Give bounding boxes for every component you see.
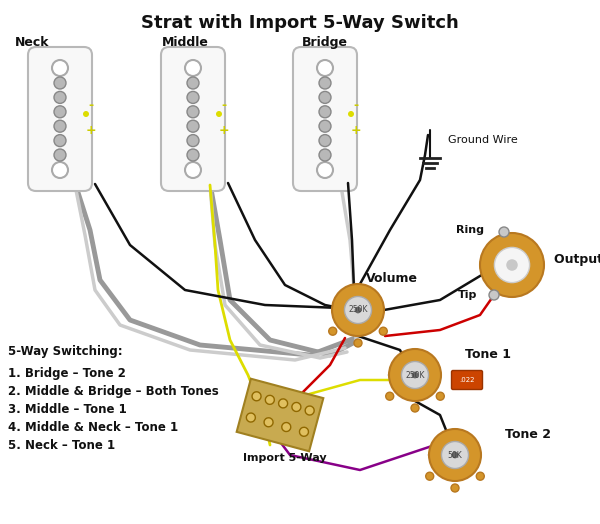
Text: Ring: Ring bbox=[456, 225, 484, 235]
Text: Output Jack: Output Jack bbox=[554, 254, 600, 267]
Circle shape bbox=[252, 392, 261, 401]
Text: +: + bbox=[86, 125, 97, 137]
Circle shape bbox=[292, 402, 301, 411]
Text: 2. Middle & Bridge – Both Tones: 2. Middle & Bridge – Both Tones bbox=[8, 385, 219, 398]
Text: Tone 2: Tone 2 bbox=[505, 429, 551, 442]
Circle shape bbox=[264, 418, 273, 427]
Circle shape bbox=[54, 149, 66, 161]
Circle shape bbox=[452, 452, 458, 458]
Circle shape bbox=[187, 149, 199, 161]
FancyBboxPatch shape bbox=[236, 379, 323, 451]
Circle shape bbox=[187, 135, 199, 147]
Text: Strat with Import 5-Way Switch: Strat with Import 5-Way Switch bbox=[141, 14, 459, 32]
Text: 50K: 50K bbox=[448, 451, 463, 460]
Circle shape bbox=[476, 472, 484, 480]
Circle shape bbox=[54, 135, 66, 147]
Circle shape bbox=[299, 427, 308, 436]
Circle shape bbox=[282, 422, 291, 432]
FancyBboxPatch shape bbox=[28, 47, 92, 191]
Circle shape bbox=[480, 233, 544, 297]
Circle shape bbox=[187, 120, 199, 132]
Circle shape bbox=[494, 247, 530, 282]
Circle shape bbox=[489, 290, 499, 300]
Circle shape bbox=[187, 106, 199, 118]
FancyBboxPatch shape bbox=[452, 370, 482, 389]
Text: 5-Way Switching:: 5-Way Switching: bbox=[8, 345, 122, 358]
Circle shape bbox=[319, 77, 331, 89]
FancyBboxPatch shape bbox=[203, 51, 225, 187]
Circle shape bbox=[429, 429, 481, 481]
Circle shape bbox=[319, 91, 331, 103]
Text: Bridge: Bridge bbox=[302, 36, 348, 49]
Circle shape bbox=[187, 91, 199, 103]
Circle shape bbox=[54, 77, 66, 89]
Circle shape bbox=[401, 362, 428, 388]
Circle shape bbox=[426, 472, 434, 480]
Circle shape bbox=[317, 60, 333, 76]
Circle shape bbox=[83, 111, 89, 117]
Circle shape bbox=[278, 399, 287, 408]
Circle shape bbox=[332, 284, 384, 336]
Circle shape bbox=[52, 60, 68, 76]
Circle shape bbox=[54, 91, 66, 103]
FancyBboxPatch shape bbox=[70, 51, 92, 187]
FancyBboxPatch shape bbox=[335, 51, 357, 187]
Circle shape bbox=[305, 406, 314, 415]
Text: 5. Neck – Tone 1: 5. Neck – Tone 1 bbox=[8, 439, 115, 452]
Circle shape bbox=[319, 120, 331, 132]
FancyBboxPatch shape bbox=[293, 47, 357, 191]
Circle shape bbox=[412, 372, 418, 378]
Text: 250K: 250K bbox=[405, 370, 425, 379]
Circle shape bbox=[247, 413, 256, 422]
Circle shape bbox=[451, 484, 459, 492]
Text: 3. Middle – Tone 1: 3. Middle – Tone 1 bbox=[8, 403, 127, 416]
Circle shape bbox=[319, 149, 331, 161]
Circle shape bbox=[52, 162, 68, 178]
Circle shape bbox=[54, 120, 66, 132]
Circle shape bbox=[265, 395, 274, 405]
Circle shape bbox=[436, 392, 444, 400]
Text: .022: .022 bbox=[459, 377, 475, 383]
Text: Volume: Volume bbox=[366, 271, 418, 285]
Circle shape bbox=[317, 162, 333, 178]
Circle shape bbox=[355, 307, 361, 313]
Circle shape bbox=[442, 442, 469, 468]
Text: Ground Wire: Ground Wire bbox=[448, 135, 518, 145]
Text: 250K: 250K bbox=[348, 305, 368, 314]
Circle shape bbox=[54, 106, 66, 118]
Circle shape bbox=[344, 297, 371, 323]
Text: 4. Middle & Neck – Tone 1: 4. Middle & Neck – Tone 1 bbox=[8, 421, 178, 434]
Circle shape bbox=[499, 227, 509, 237]
Text: Tip: Tip bbox=[458, 290, 477, 300]
Text: -: - bbox=[353, 99, 359, 112]
Text: -: - bbox=[221, 99, 227, 112]
Circle shape bbox=[187, 77, 199, 89]
Circle shape bbox=[329, 327, 337, 335]
Text: Middle: Middle bbox=[161, 36, 208, 49]
Text: Neck: Neck bbox=[15, 36, 49, 49]
Circle shape bbox=[319, 106, 331, 118]
Text: 1. Bridge – Tone 2: 1. Bridge – Tone 2 bbox=[8, 367, 126, 380]
Text: Import 5-Way: Import 5-Way bbox=[243, 453, 327, 463]
Circle shape bbox=[386, 392, 394, 400]
FancyBboxPatch shape bbox=[161, 47, 225, 191]
Circle shape bbox=[379, 327, 387, 335]
Text: +: + bbox=[218, 125, 229, 137]
Circle shape bbox=[506, 259, 518, 271]
Circle shape bbox=[389, 349, 441, 401]
Circle shape bbox=[411, 404, 419, 412]
Circle shape bbox=[354, 339, 362, 347]
Circle shape bbox=[185, 60, 201, 76]
Circle shape bbox=[216, 111, 222, 117]
Text: +: + bbox=[350, 125, 361, 137]
Circle shape bbox=[185, 162, 201, 178]
Circle shape bbox=[319, 135, 331, 147]
Text: Tone 1: Tone 1 bbox=[465, 348, 511, 362]
Text: -: - bbox=[88, 99, 94, 112]
Circle shape bbox=[348, 111, 354, 117]
